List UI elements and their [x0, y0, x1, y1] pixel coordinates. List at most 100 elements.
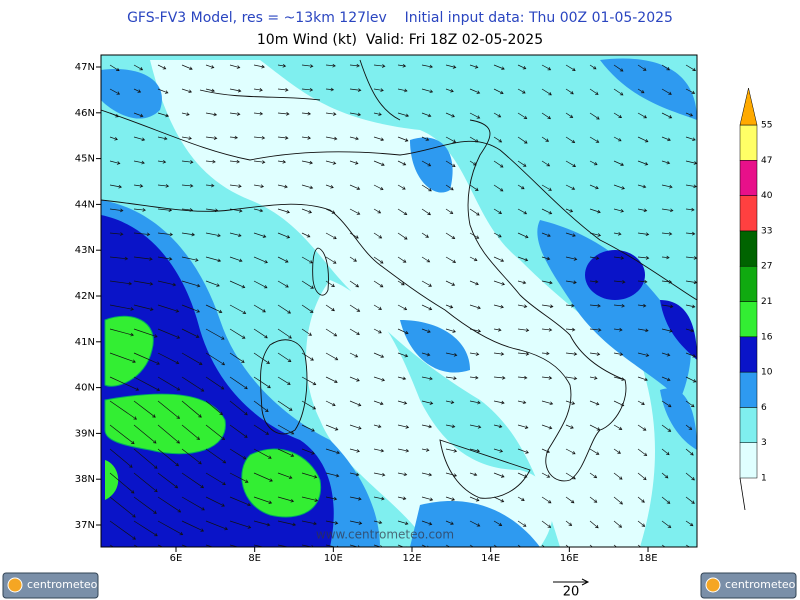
wind-arrow — [685, 88, 696, 94]
lon-label: 14E — [481, 553, 500, 564]
wind-arrow — [181, 88, 193, 94]
wind-arrow — [133, 520, 158, 537]
wind-arrow — [469, 352, 480, 356]
wind-arrow — [445, 112, 455, 118]
wind-arrow — [349, 112, 362, 117]
lat-label: 38N — [75, 474, 95, 485]
wind-arrow — [373, 304, 382, 310]
colorbar-band — [739, 124, 758, 161]
wind-arrow — [133, 328, 158, 338]
wind-arrow — [133, 256, 153, 261]
wind-arrow — [421, 208, 431, 216]
wind-arrow — [325, 256, 337, 264]
wind-arrow — [493, 112, 502, 118]
wind-arrow — [565, 112, 574, 118]
wind-arrow — [445, 472, 458, 477]
wind-arrow — [109, 400, 137, 420]
wind-zone — [400, 320, 470, 373]
wind-arrow — [661, 255, 670, 260]
wind-arrow — [637, 184, 647, 189]
wind-arrow — [565, 88, 574, 95]
wind-arrow — [133, 232, 151, 237]
wind-arrow — [301, 256, 313, 264]
wind-arrow — [589, 400, 600, 406]
wind-arrow — [613, 88, 624, 96]
wind-arrow — [325, 160, 337, 165]
wind-arrow — [637, 328, 649, 333]
wind-arrow — [397, 160, 407, 166]
wind-arrow — [373, 520, 383, 525]
wind-arrow — [445, 184, 454, 191]
wind-arrow — [277, 424, 295, 435]
wind-arrow — [421, 520, 433, 526]
logo: centrometeo — [700, 572, 797, 599]
wind-arrow — [109, 304, 135, 311]
wind-arrow — [157, 472, 179, 489]
wind-arrow — [421, 496, 434, 502]
wind-arrow — [637, 352, 650, 357]
colorbar-top — [739, 87, 758, 126]
wind-arrow — [397, 472, 408, 477]
wind-arrow — [445, 304, 454, 309]
wind-arrow — [325, 63, 336, 68]
wind-arrow — [277, 136, 289, 140]
wind-arrow — [613, 448, 621, 454]
wind-arrow — [469, 88, 481, 94]
wind-arrow — [349, 328, 360, 335]
wind-arrow — [181, 352, 203, 365]
wind-arrow — [493, 160, 504, 168]
wind-arrow — [277, 496, 295, 503]
wind-arrow — [229, 328, 246, 339]
wind-arrow — [613, 160, 625, 166]
wind-arrow — [541, 424, 553, 430]
wind-arrow — [589, 303, 601, 308]
wind-arrow — [109, 520, 136, 540]
wind-arrow — [517, 64, 527, 70]
colorbar-label: 1 — [761, 474, 767, 484]
wind-arrow — [301, 376, 317, 386]
wind-arrow — [301, 424, 315, 432]
wind-arrow — [157, 112, 170, 118]
wind-arrow — [229, 159, 240, 164]
wind-arrow — [133, 304, 154, 311]
wind-arrow — [157, 400, 181, 419]
wind-arrow — [109, 112, 119, 118]
lon-label: 8E — [248, 553, 261, 564]
wind-arrow — [301, 352, 314, 361]
wind-arrow — [157, 520, 184, 536]
wind-arrow — [253, 160, 266, 164]
colorbar-band — [739, 407, 758, 443]
wind-arrow — [253, 184, 265, 189]
wind-arrow — [541, 256, 551, 261]
wind-arrow — [109, 256, 129, 261]
wind-arrow — [325, 328, 338, 337]
wind-arrow — [445, 328, 456, 333]
wind-arrow — [133, 64, 144, 71]
wind-arrow — [541, 496, 552, 504]
wind-arrow — [421, 352, 431, 357]
wind-arrow — [493, 328, 502, 332]
wind-arrow — [517, 256, 529, 262]
wind-arrow — [445, 64, 457, 69]
wind-arrow — [421, 472, 433, 477]
wind-arrow — [685, 400, 695, 408]
colorbar-band — [739, 160, 758, 196]
wind-arrow — [349, 352, 359, 358]
wind-arrow — [661, 231, 673, 236]
wind-arrow — [637, 472, 647, 481]
wind-zone — [537, 220, 691, 400]
wind-arrow — [565, 472, 576, 480]
wind-zone — [410, 500, 540, 547]
wind-arrow — [589, 136, 600, 143]
wind-arrow — [277, 63, 287, 68]
wind-arrow — [685, 520, 694, 527]
wind-arrow — [469, 64, 479, 69]
wind-arrow — [469, 232, 480, 239]
wind-arrow — [325, 87, 335, 92]
wind-arrow — [229, 208, 243, 213]
wind-arrow — [229, 352, 245, 363]
wind-arrow — [613, 376, 625, 381]
wind-arrow — [469, 520, 481, 527]
wind-arrow — [301, 544, 314, 547]
wind-arrow — [397, 520, 409, 526]
